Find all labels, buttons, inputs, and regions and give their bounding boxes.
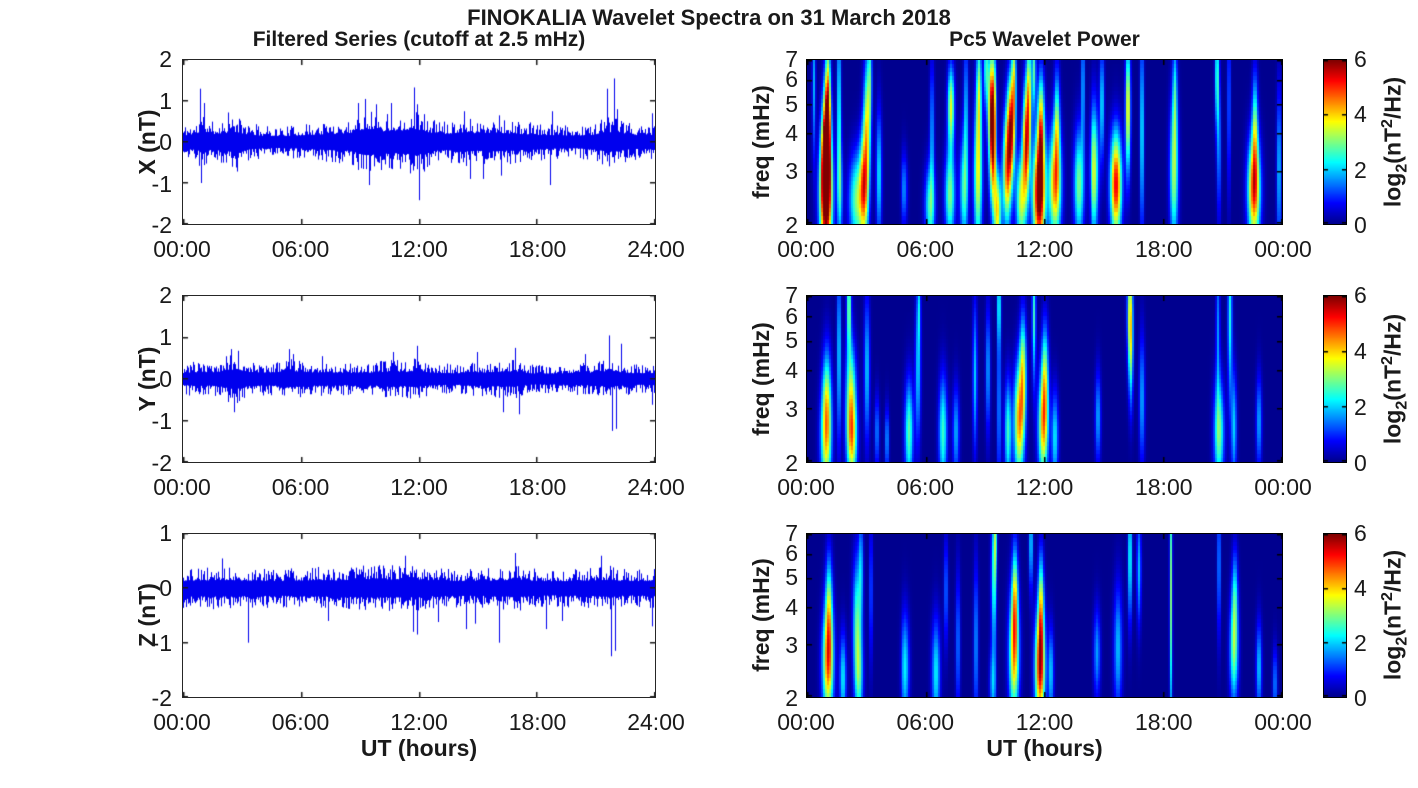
x-tick-label: 00:00	[777, 474, 835, 500]
y-tick-label: -1	[151, 170, 172, 197]
z-spectrogram-canvas	[807, 534, 1282, 697]
x-tick-label: 12:00	[390, 474, 448, 500]
freq-tick-label: 3	[785, 631, 798, 658]
x-tick-label: 12:00	[390, 236, 448, 262]
x-tick-label: 00:00	[777, 236, 835, 262]
y-wavelet-spectrogram	[806, 295, 1283, 463]
freq-tick-label: 4	[785, 120, 798, 147]
freq-tick-label: 7	[785, 520, 798, 546]
x-spectrogram-canvas	[807, 60, 1282, 224]
colorbar-y-canvas	[1324, 296, 1346, 462]
x-tick-label: 12:00	[1015, 709, 1074, 735]
x-tick-label: 24:00	[627, 709, 685, 735]
colorbar-tick-label: 4	[1354, 101, 1367, 128]
colorbar-tick-label: 0	[1354, 685, 1367, 711]
colorbar-tick-label: 0	[1354, 212, 1367, 238]
x-filtered-series-plot	[182, 59, 656, 225]
x-tick-label: 24:00	[627, 474, 685, 500]
x-tick-label: 06:00	[271, 709, 330, 735]
y-tick-label: -2	[151, 212, 172, 238]
figure-title: FINOKALIA Wavelet Spectra on 31 March 20…	[467, 5, 951, 30]
freq-tick-label: 5	[785, 90, 798, 117]
colorbar-tick-label: 2	[1354, 630, 1367, 656]
freq-tick-label: 5	[785, 327, 798, 354]
freq-tick-label: 7	[785, 282, 798, 308]
y-tick-label: 1	[159, 324, 172, 350]
x-tick-label: 24:00	[627, 236, 685, 262]
y-tick-label: 0	[159, 129, 172, 155]
x-series-canvas	[183, 60, 655, 224]
colorbar-x	[1323, 59, 1347, 225]
x-tick-label: 18:00	[508, 474, 567, 500]
x-tick-label: 12:00	[390, 709, 448, 735]
x-tick-label: 06:00	[896, 709, 955, 735]
x-tick-label: 06:00	[271, 474, 330, 500]
x-tick-label: 00:00	[1254, 236, 1312, 262]
y-tick-label: -1	[151, 408, 172, 434]
colorbar-y	[1323, 295, 1347, 463]
x-tick-label: 18:00	[1134, 709, 1193, 735]
x-tick-label: 00:00	[1254, 474, 1312, 500]
colorbar-tick-label: 6	[1354, 46, 1367, 72]
y-tick-label: 0	[159, 366, 172, 392]
freq-tick-label: 7	[785, 46, 798, 72]
freq-tick-label: 4	[785, 357, 798, 384]
x-tick-label: 06:00	[896, 236, 955, 262]
freq-tick-label: 2	[785, 685, 798, 711]
y-series-canvas	[183, 296, 655, 462]
x-tick-label: 00:00	[153, 236, 211, 262]
colorbar-z	[1323, 533, 1347, 698]
x-tick-label: 12:00	[1015, 474, 1074, 500]
colorbar-tick-label: 2	[1354, 156, 1367, 183]
x-tick-label: 00:00	[153, 474, 211, 500]
freq-tick-label: 6	[785, 66, 798, 93]
x-tick-label: 18:00	[1134, 474, 1193, 500]
y-tick-label: 1	[159, 520, 172, 546]
freq-tick-label: 4	[785, 593, 798, 620]
y-tick-label: -2	[151, 685, 172, 711]
ut-hours-label-right: UT (hours)	[986, 735, 1103, 761]
filtered-series-title: Filtered Series (cutoff at 2.5 mHz)	[252, 28, 586, 51]
y-tick-label: 1	[159, 87, 172, 114]
colorbar-tick-label: 6	[1354, 282, 1367, 308]
x-tick-label: 18:00	[508, 709, 567, 735]
z-series-canvas	[183, 534, 655, 697]
y-tick-label: -1	[151, 630, 172, 656]
colorbar-tick-label: 4	[1354, 575, 1367, 601]
x-tick-label: 18:00	[1134, 236, 1193, 262]
y-tick-label: 2	[159, 282, 172, 308]
pc5-wavelet-power-title: Pc5 Wavelet Power	[949, 28, 1140, 51]
y-tick-label: 0	[159, 575, 172, 601]
freq-tick-label: 6	[785, 302, 798, 329]
z-filtered-series-plot	[182, 533, 656, 698]
freq-tick-label: 6	[785, 540, 798, 567]
colorbar-tick-label: 4	[1354, 338, 1367, 364]
freq-tick-label: 3	[785, 158, 798, 185]
ut-hours-label-left: UT (hours)	[360, 735, 478, 761]
x-wavelet-spectrogram	[806, 59, 1283, 225]
colorbar-tick-label: 2	[1354, 394, 1367, 420]
colorbar-tick-label: 0	[1354, 450, 1367, 476]
x-tick-label: 00:00	[777, 709, 835, 735]
colorbar-z-canvas	[1324, 534, 1346, 697]
freq-tick-label: 2	[785, 450, 798, 476]
freq-tick-label: 5	[785, 564, 798, 591]
freq-tick-label: 3	[785, 395, 798, 422]
x-tick-label: 18:00	[508, 236, 567, 262]
y-tick-label: 2	[159, 46, 172, 72]
x-tick-label: 12:00	[1015, 236, 1074, 262]
freq-tick-label: 2	[785, 212, 798, 238]
x-tick-label: 06:00	[271, 236, 330, 262]
y-spectrogram-canvas	[807, 296, 1282, 462]
x-tick-label: 06:00	[896, 474, 955, 500]
colorbar-tick-label: 6	[1354, 520, 1367, 546]
x-tick-label: 00:00	[1254, 709, 1312, 735]
y-tick-label: -2	[151, 450, 172, 476]
z-wavelet-spectrogram	[806, 533, 1283, 698]
y-filtered-series-plot	[182, 295, 656, 463]
x-tick-label: 00:00	[153, 709, 211, 735]
colorbar-x-canvas	[1324, 60, 1346, 224]
